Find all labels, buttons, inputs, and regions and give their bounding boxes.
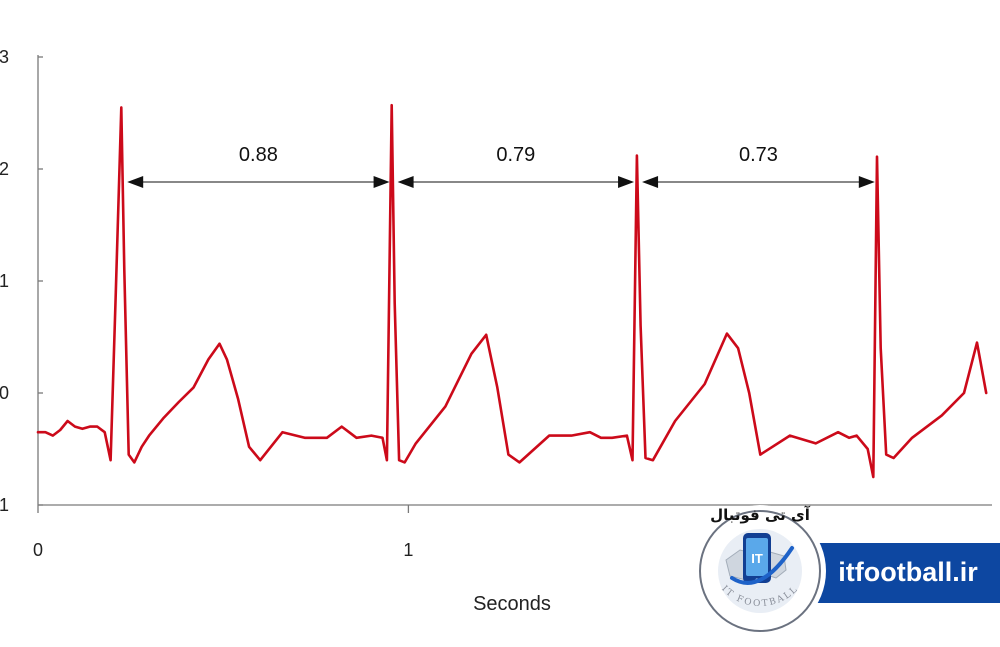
brand-site-text: itfootball.ir <box>838 557 978 587</box>
logo-badge-outline <box>699 510 821 632</box>
interval-label: 0.88 <box>239 144 278 166</box>
watermark: itfootball.ir IT آی تی فوتبال IT FOOTBAL… <box>694 505 1000 637</box>
series-layer <box>36 103 988 479</box>
interval-label: 0.73 <box>739 144 778 166</box>
arrow-right-icon <box>373 176 390 188</box>
x-tick-label: 1 <box>403 540 413 560</box>
y-tick-label: 3 <box>0 47 9 67</box>
arrow-left-icon <box>397 176 414 188</box>
x-tick-label: 0 <box>33 540 43 560</box>
x-axis-title: Seconds <box>473 593 551 615</box>
interval-label: 0.79 <box>496 144 535 166</box>
phone-icon: IT <box>743 533 771 583</box>
phone-screen-mark: IT <box>751 551 763 566</box>
arrow-right-icon <box>858 176 875 188</box>
axes <box>37 55 992 506</box>
rr-interval: 0.88 <box>127 144 390 188</box>
arrow-left-icon <box>642 176 659 188</box>
rr-intervals: 0.88 0.79 0.73 <box>127 144 875 188</box>
ticks: 3 2 1 0 -1 0 1 <box>0 47 413 560</box>
y-tick-label: -1 <box>0 495 9 515</box>
y-tick-label: 0 <box>0 383 9 403</box>
y-tick-label: 1 <box>0 271 9 291</box>
ecg-series-line <box>36 103 988 479</box>
arrow-left-icon <box>127 176 144 188</box>
logo-persian-name: آی تی فوتبال <box>710 506 811 524</box>
y-tick-label: 2 <box>0 159 9 179</box>
swoosh-icon <box>730 546 794 585</box>
rr-interval: 0.79 <box>397 144 635 188</box>
rr-interval: 0.73 <box>642 144 875 188</box>
arrow-right-icon <box>618 176 635 188</box>
